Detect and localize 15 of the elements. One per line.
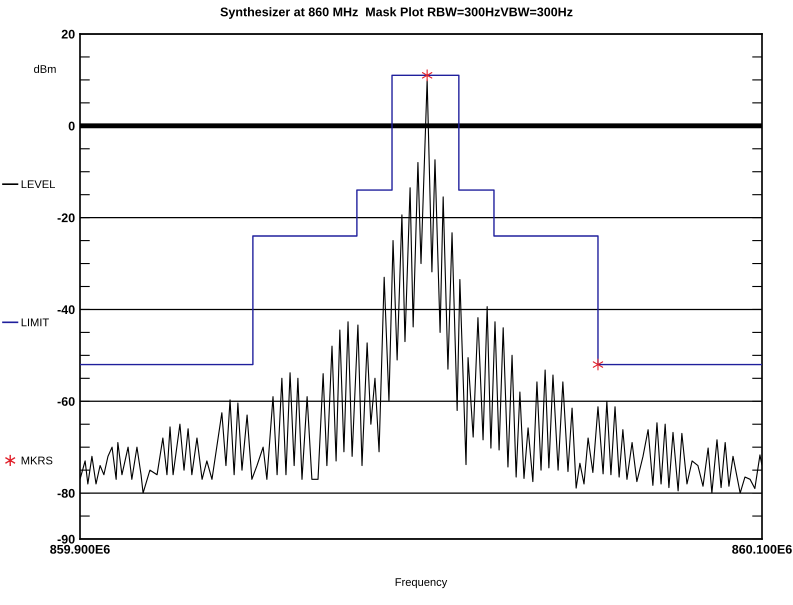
y-tick-label: -40 <box>58 305 75 314</box>
legend-label: MKRS <box>22 456 52 464</box>
legend-label: LEVEL <box>22 180 55 188</box>
y-tick-label: 0 <box>68 122 75 130</box>
y-tick-label: -20 <box>58 213 75 222</box>
x-axis-title: Frequency <box>396 578 448 588</box>
x-tick-label: 860.100E6 <box>732 544 792 554</box>
y-tick-label: -90 <box>58 534 75 544</box>
legend-label: LIMIT <box>22 318 49 326</box>
x-tick-label: 859.900E6 <box>50 544 110 554</box>
y-tick-label: -80 <box>58 488 75 498</box>
chart-title: Synthesizer at 860 MHz Mask Plot RBW=300HzVBW=300Hz <box>220 7 572 19</box>
y-tick-label: -60 <box>58 397 75 406</box>
y-axis-title: dBm <box>34 64 56 73</box>
y-tick-label: 20 <box>62 30 75 39</box>
